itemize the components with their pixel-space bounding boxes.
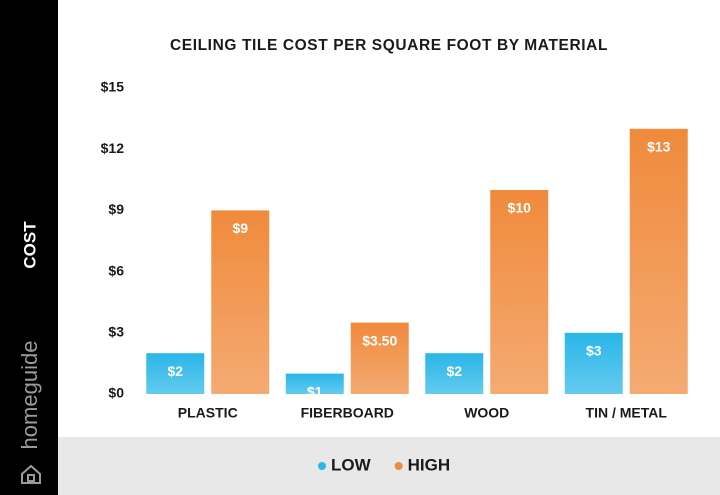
x-tick-label: FIBERBOARD [301, 405, 394, 421]
x-tick-label: TIN / METAL [586, 405, 668, 421]
y-tick-label: $3 [108, 324, 124, 340]
x-tick-label: PLASTIC [178, 405, 238, 421]
chart-title: CEILING TILE COST PER SQUARE FOOT BY MAT… [170, 37, 608, 54]
x-tick-label: WOOD [464, 405, 509, 421]
bar [564, 332, 623, 394]
bar [350, 322, 409, 394]
y-tick-label: $15 [101, 79, 125, 95]
bar [425, 353, 484, 394]
brand: homeguide [17, 341, 42, 450]
bar [490, 190, 549, 394]
legend-label: HIGH [408, 455, 451, 474]
value-label: $1 [307, 383, 323, 399]
value-label: $9 [232, 220, 248, 236]
y-tick-label: $9 [108, 201, 124, 217]
value-label: $10 [508, 200, 532, 216]
value-label: $3.50 [362, 332, 397, 348]
sidebar [0, 0, 58, 495]
legend-band [58, 437, 720, 495]
legend-marker [394, 462, 403, 470]
y-tick-label: $12 [101, 140, 125, 156]
brand-icon [21, 464, 41, 484]
bar [211, 210, 270, 394]
y-tick-label: $6 [108, 262, 124, 278]
legend-label: LOW [331, 455, 372, 474]
y-tick-label: $0 [108, 385, 124, 401]
y-axis-title: COST [20, 221, 39, 269]
legend-marker [318, 462, 326, 470]
value-label: $3 [586, 343, 602, 359]
bar [629, 128, 688, 395]
bar [146, 353, 205, 394]
value-label: $2 [167, 363, 183, 379]
value-label: $2 [446, 363, 462, 379]
value-label: $13 [647, 139, 671, 155]
bar [285, 373, 344, 394]
